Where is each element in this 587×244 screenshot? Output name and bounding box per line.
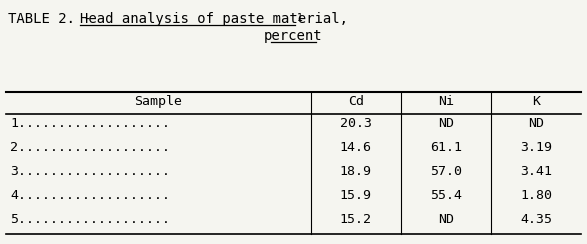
Text: 3...................: 3................... <box>10 165 170 178</box>
Text: 1...................: 1................... <box>10 117 170 130</box>
Text: 15.9: 15.9 <box>340 189 372 202</box>
Text: Cd: Cd <box>348 95 364 108</box>
Text: 55.4: 55.4 <box>430 189 462 202</box>
Text: 15.2: 15.2 <box>340 213 372 226</box>
Text: 3.19: 3.19 <box>520 141 552 154</box>
Text: percent: percent <box>264 29 323 43</box>
Text: 14.6: 14.6 <box>340 141 372 154</box>
Text: 3.41: 3.41 <box>520 165 552 178</box>
Text: 18.9: 18.9 <box>340 165 372 178</box>
Text: 2...................: 2................... <box>10 141 170 154</box>
Text: 57.0: 57.0 <box>430 165 462 178</box>
Text: ND: ND <box>528 117 544 130</box>
Text: Head analysis of paste material,: Head analysis of paste material, <box>80 12 348 26</box>
Text: 1: 1 <box>296 13 302 23</box>
Text: Ni: Ni <box>438 95 454 108</box>
Text: 1.80: 1.80 <box>520 189 552 202</box>
Text: Sample: Sample <box>134 95 183 108</box>
Text: ND: ND <box>438 117 454 130</box>
Text: ND: ND <box>438 213 454 226</box>
Text: 4.35: 4.35 <box>520 213 552 226</box>
Text: TABLE 2. -: TABLE 2. - <box>8 12 100 26</box>
Text: 5...................: 5................... <box>10 213 170 226</box>
Text: 61.1: 61.1 <box>430 141 462 154</box>
Text: K: K <box>532 95 540 108</box>
Text: 20.3: 20.3 <box>340 117 372 130</box>
Text: 4...................: 4................... <box>10 189 170 202</box>
